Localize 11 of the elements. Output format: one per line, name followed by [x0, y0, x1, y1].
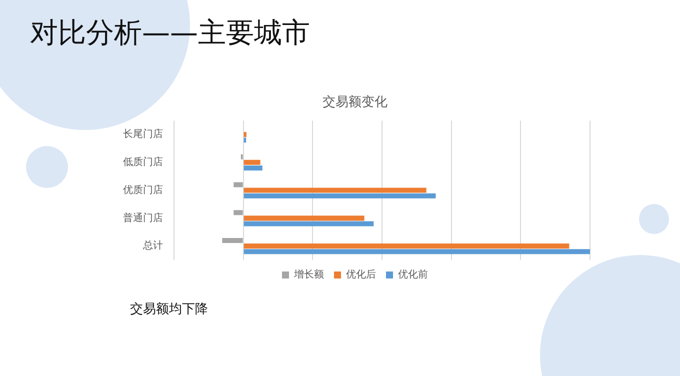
y-tick-label: 总计	[142, 240, 163, 252]
text: 对比分析——主要城市	[30, 15, 310, 51]
text: 交易额均下降	[130, 301, 208, 318]
chart-title: 交易额变化	[322, 94, 388, 110]
legend-label: 优化后	[346, 268, 376, 281]
y-tick-label: 优质门店	[123, 184, 163, 196]
y-tick-label: 长尾门店	[123, 128, 163, 140]
y-tick-label: 普通门店	[123, 212, 163, 224]
y-tick-label: 低质门店	[123, 156, 163, 168]
legend-label: 增长额	[293, 268, 324, 281]
legend-label: 优化前	[398, 268, 428, 281]
